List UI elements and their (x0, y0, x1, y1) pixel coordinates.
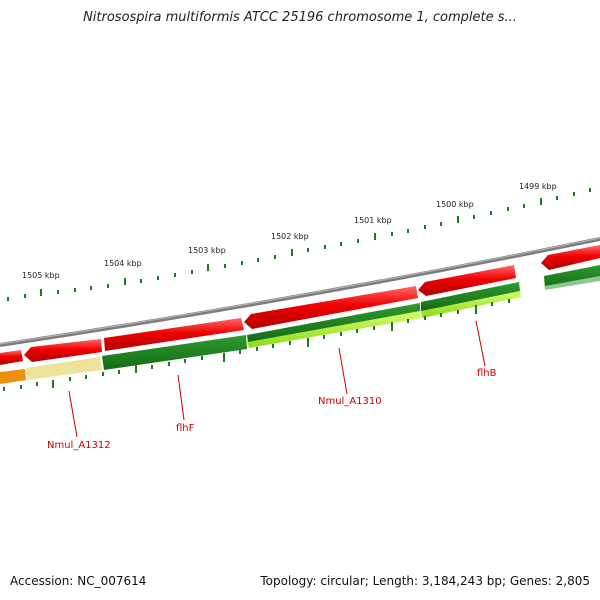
forward-gene (0, 350, 23, 365)
chromosome-backbone-highlight (0, 237, 600, 345)
forward-gene (244, 286, 418, 329)
scale-label: 1503 kbp (188, 246, 226, 255)
reverse-gene-pale (26, 357, 102, 380)
chromosome-backbone (0, 237, 600, 347)
reverse-gene (102, 335, 247, 370)
gene-labels: Nmul_A1312 flhF Nmul_A1310 flhB (47, 368, 497, 451)
scale-labels: 1505 kbp 1504 kbp 1503 kbp 1502 kbp 1501… (22, 182, 557, 280)
scale-label: 1505 kbp (22, 271, 60, 280)
forward-gene (418, 265, 516, 296)
gene-label-flhb: flhB (477, 368, 497, 379)
genome-summary-text: Topology: circular; Length: 3,184,243 bp… (260, 574, 590, 588)
scale-label: 1502 kbp (271, 232, 309, 241)
forward-strand-genes (0, 245, 600, 365)
gene-label-flhf: flhF (176, 423, 195, 434)
outer-scale-ticks (7, 188, 591, 301)
scale-label: 1501 kbp (354, 216, 392, 225)
map-title: Nitrosospira multiformis ATCC 25196 chro… (83, 10, 517, 25)
reverse-gene (421, 282, 520, 311)
forward-gene (541, 245, 600, 270)
scale-label: 1499 kbp (519, 182, 557, 191)
forward-gene (24, 339, 102, 362)
scale-label: 1504 kbp (104, 259, 142, 268)
reverse-gene (247, 303, 420, 342)
inner-scale-ticks (3, 299, 510, 391)
reverse-gene (544, 265, 600, 289)
scale-label: 1500 kbp (436, 200, 474, 209)
reverse-gene-orange (0, 369, 26, 384)
gene-label-nmul-a1310: Nmul_A1310 (318, 396, 382, 407)
accession-text: Accession: NC_007614 (10, 574, 147, 588)
gene-label-nmul-a1312: Nmul_A1312 (47, 440, 111, 451)
reverse-strand-genes (0, 265, 600, 384)
reverse-gene (421, 290, 521, 318)
reverse-gene-edge (545, 276, 600, 290)
forward-gene (104, 318, 244, 351)
gene-leader-lines (68, 320, 486, 438)
reverse-gene (247, 310, 421, 348)
